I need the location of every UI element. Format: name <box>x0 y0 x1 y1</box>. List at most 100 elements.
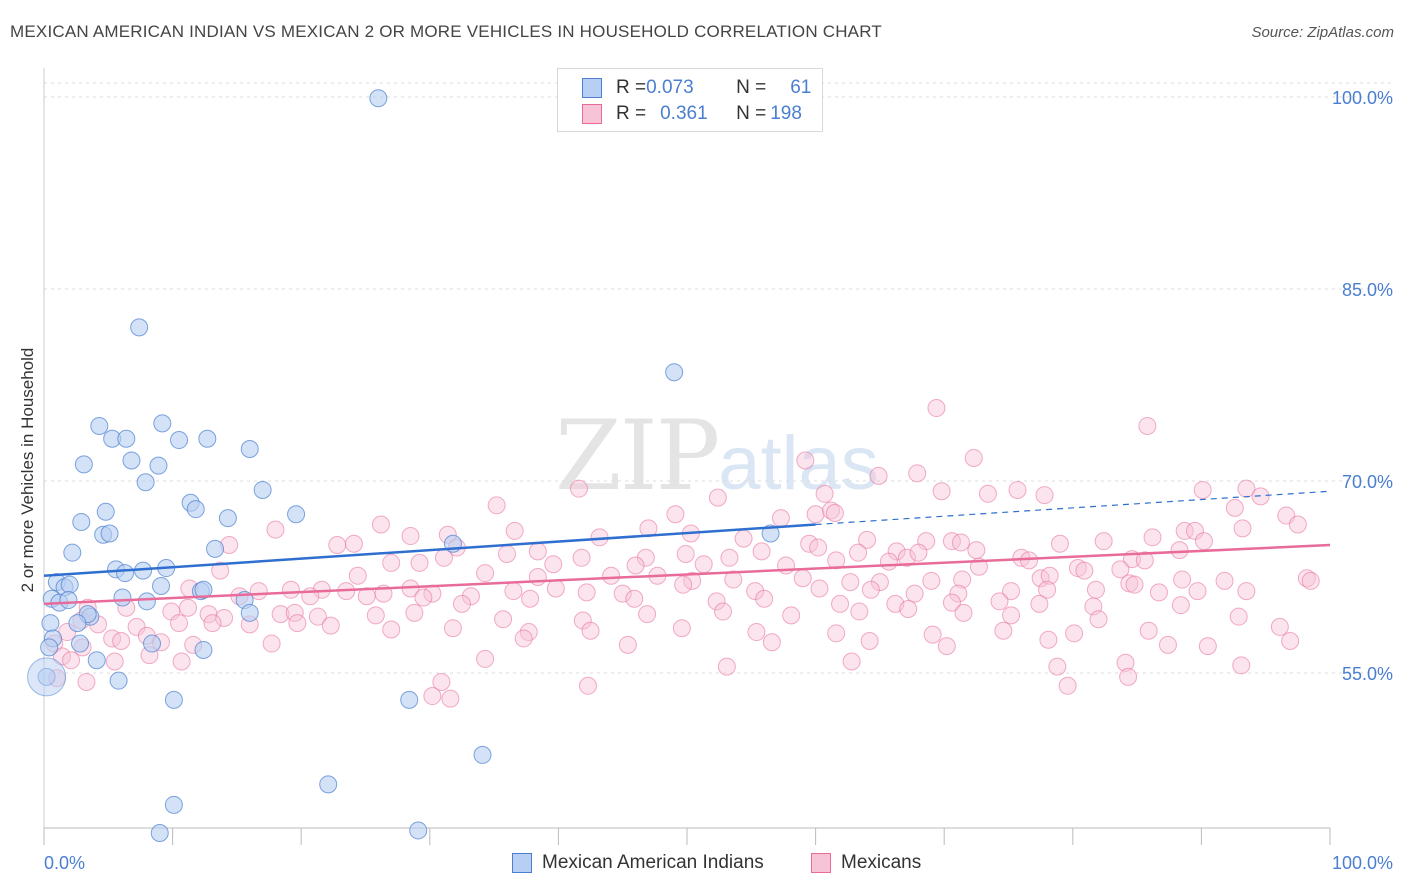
mexicans-point <box>861 580 880 599</box>
mexicans-point <box>357 587 376 606</box>
mexicans-point <box>1075 561 1094 580</box>
mexicans-point <box>1040 566 1059 585</box>
mexican-american-indians-point <box>90 416 109 435</box>
mexicans-point <box>626 556 645 575</box>
mexicans-point <box>521 589 540 608</box>
mexicans-point <box>978 484 997 503</box>
pink-swatch <box>582 104 602 124</box>
legend-label-blue: Mexican American Indians <box>542 852 764 873</box>
mexicans-point <box>578 676 597 695</box>
mexicans-point <box>410 553 429 572</box>
mexicans-point <box>927 399 946 418</box>
mexicans-point <box>831 594 850 613</box>
mexicans-point <box>825 504 844 522</box>
mexicans-point <box>441 689 460 708</box>
mexican-american-indians-point <box>240 440 259 458</box>
mexicans-point <box>1251 487 1270 506</box>
mexican-american-indians-point <box>100 524 119 543</box>
mexicans-point <box>581 621 600 640</box>
mexicans-point <box>1193 480 1212 499</box>
mexicans-point <box>203 614 222 633</box>
mexicans-point <box>1002 582 1021 601</box>
mexicans-point <box>476 564 495 583</box>
mexican-american-indians-point <box>253 480 272 499</box>
mexicans-point <box>1171 596 1190 615</box>
mexicans-point <box>1065 624 1084 643</box>
mexicans-point <box>528 542 547 561</box>
mexicans-point <box>942 593 961 612</box>
mexicans-point <box>752 542 771 561</box>
mexicans-point <box>860 632 879 650</box>
bottom-legend-pink: Mexicans <box>811 852 921 874</box>
mexicans-point <box>809 538 828 557</box>
mexicans-point <box>271 605 290 624</box>
mexican-american-indians-point <box>130 318 149 337</box>
mexican-american-indians-point <box>143 634 162 653</box>
mexican-american-indians-point <box>194 640 213 659</box>
mexican-american-indians-point <box>117 429 136 448</box>
chart-source: Source: ZipAtlas.com <box>1251 24 1394 41</box>
mexicans-point <box>179 598 198 617</box>
mexicans-point <box>1002 606 1021 625</box>
blue-swatch <box>512 853 532 873</box>
mexicans-point <box>487 496 506 515</box>
mexican-american-indians-trend-extension <box>815 490 1331 526</box>
blue-swatch <box>582 78 602 98</box>
mexicans-point <box>1188 582 1207 601</box>
mexican-american-indians-point <box>164 690 183 709</box>
mexicans-point <box>382 553 401 572</box>
mexicans-point <box>707 592 726 611</box>
mexicans-point <box>858 530 877 549</box>
watermark-atlas: atlas <box>718 421 879 506</box>
mexican-american-indians-point <box>153 414 172 433</box>
mexicans-point <box>262 634 281 653</box>
mexican-american-indians-trend-line <box>43 523 816 577</box>
mexicans-point <box>994 621 1013 640</box>
mexicans-point <box>1170 541 1189 560</box>
mexicans-point <box>714 602 733 621</box>
mexicans-point <box>1198 637 1217 656</box>
mexicans-point <box>1089 610 1108 629</box>
y-tick-label: 70.0% <box>1342 472 1393 492</box>
mexicans-point <box>505 521 524 540</box>
mexicans-point <box>602 566 621 585</box>
mexicans-point <box>796 451 815 470</box>
mexicans-point <box>569 479 588 498</box>
legend-label-pink: Mexicans <box>841 852 922 873</box>
mexicans-point <box>909 543 928 562</box>
legend-row-pink: R = 0.361 N = 198 <box>582 102 802 126</box>
mexican-american-indians-point <box>96 502 115 521</box>
legend-r-value: 0.073 <box>646 77 694 98</box>
mexican-american-indians-point <box>68 614 87 633</box>
mexicans-point <box>762 633 781 652</box>
mexicans-point <box>497 544 516 563</box>
mexican-american-indians-point <box>409 821 428 840</box>
mexicans-point <box>1039 630 1058 649</box>
mexicans-point <box>1125 575 1144 594</box>
mexicans-point <box>1094 532 1113 551</box>
mexicans-point <box>77 672 96 691</box>
mexicans-point <box>815 484 834 503</box>
mexicans-point <box>452 594 471 613</box>
mexicans-point <box>112 632 131 650</box>
mexicans-point <box>806 505 825 524</box>
mexicans-point <box>382 620 401 639</box>
mexicans-point <box>1058 676 1077 695</box>
mexicans-point <box>708 488 727 507</box>
mexicans-point <box>849 543 868 562</box>
mexican-american-indians-point <box>240 603 259 622</box>
mexicans-point <box>842 652 861 671</box>
mexicans-point <box>62 651 81 670</box>
mexicans-point <box>1225 498 1244 517</box>
mexicans-point <box>1281 632 1300 650</box>
mexicans-point <box>321 616 340 635</box>
mexicans-point <box>53 647 72 666</box>
mexicans-point <box>908 464 927 483</box>
mexicans-point <box>288 614 307 633</box>
mexican-american-indians-point <box>87 651 106 670</box>
mexicans-point <box>105 652 124 671</box>
mexicans-point <box>1215 571 1234 590</box>
mexicans-point <box>1288 515 1307 534</box>
legend-r-value: 0.361 <box>660 103 708 124</box>
mexicans-point <box>954 603 973 622</box>
